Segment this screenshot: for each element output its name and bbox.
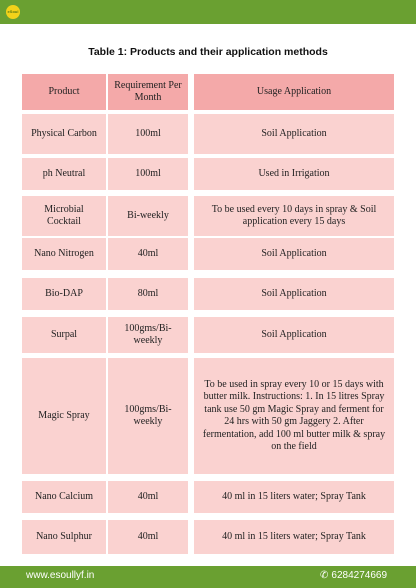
top-banner: eSoul bbox=[0, 0, 416, 24]
table-cell: 40 ml in 15 liters water; Spray Tank bbox=[194, 481, 394, 513]
table-cell: Bi-weekly bbox=[108, 196, 188, 236]
table-cell: Magic Spray bbox=[22, 358, 106, 474]
table-cell: Bio-DAP bbox=[22, 278, 106, 310]
table-cell: Nano Nitrogen bbox=[22, 238, 106, 270]
table-cell: 40ml bbox=[108, 481, 188, 513]
table-cell: Soil Application bbox=[194, 278, 394, 310]
phone-icon: ✆ bbox=[320, 570, 329, 581]
table-cell: Soil Application bbox=[194, 114, 394, 154]
table-cell: Microbial Cocktail bbox=[22, 196, 106, 236]
table-header-cell: Usage Application bbox=[194, 74, 394, 110]
brand-logo: eSoul bbox=[6, 5, 20, 19]
footer-bar: www.esoullyf.in ✆ 6284274669 bbox=[0, 566, 416, 588]
website-link[interactable]: www.esoullyf.in bbox=[26, 570, 95, 581]
table-cell: Used in Irrigation bbox=[194, 158, 394, 190]
table-title: Table 1: Products and their application … bbox=[88, 46, 328, 58]
table-cell: Soil Application bbox=[194, 238, 394, 270]
table-cell: 100gms/Bi-weekly bbox=[108, 317, 188, 353]
table-cell: To be used in spray every 10 or 15 days … bbox=[194, 358, 394, 474]
table-header-cell: Requirement Per Month bbox=[108, 74, 188, 110]
table-cell: ph Neutral bbox=[22, 158, 106, 190]
table-header-cell: Product bbox=[22, 74, 106, 110]
table-cell: 80ml bbox=[108, 278, 188, 310]
table-cell: Physical Carbon bbox=[22, 114, 106, 154]
table-cell: 100gms/Bi-weekly bbox=[108, 358, 188, 474]
table-cell: 40ml bbox=[108, 520, 188, 554]
table-cell: Nano Sulphur bbox=[22, 520, 106, 554]
table-cell: 100ml bbox=[108, 114, 188, 154]
table-cell: Surpal bbox=[22, 317, 106, 353]
table-cell: 40ml bbox=[108, 238, 188, 270]
phone-number[interactable]: ✆ 6284274669 bbox=[320, 570, 387, 581]
table-cell: Soil Application bbox=[194, 317, 394, 353]
phone-text: 6284274669 bbox=[331, 570, 388, 581]
table-cell: Nano Calcium bbox=[22, 481, 106, 513]
table-cell: 100ml bbox=[108, 158, 188, 190]
table-cell: 40 ml in 15 liters water; Spray Tank bbox=[194, 520, 394, 554]
table-cell: To be used every 10 days in spray & Soil… bbox=[194, 196, 394, 236]
